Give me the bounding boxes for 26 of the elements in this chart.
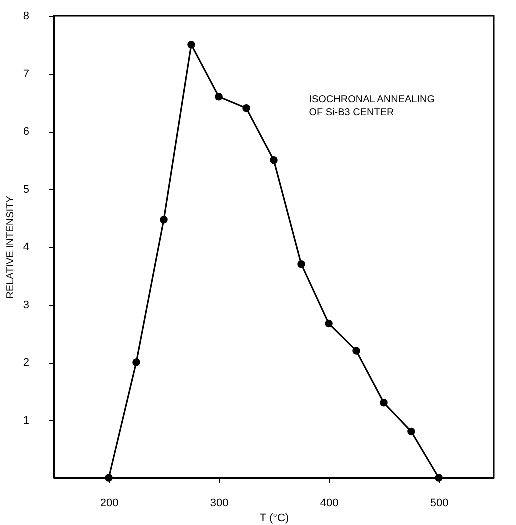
point (132, 358, 140, 366)
y-tick-label: 8 (23, 10, 30, 22)
y-tick-label: 7 (23, 68, 30, 80)
point (352, 347, 360, 355)
y-tick-label: 2 (23, 357, 30, 369)
x-tick-label: 300 (210, 498, 229, 510)
x-tick-label: 400 (320, 498, 339, 510)
x-axis-title: T (°C) (260, 512, 290, 524)
annotation: ISOCHRONAL ANNEALING OF Si-B3 CENTER (309, 94, 436, 119)
y-tick-label: 6 (23, 126, 30, 138)
point (242, 104, 250, 112)
point (188, 41, 196, 49)
x-tick-label: 200 (100, 498, 119, 510)
x-tick-label: 500 (430, 498, 449, 510)
y-tick-label: 4 (23, 242, 30, 254)
point (325, 320, 333, 328)
y-tick-label: 3 (23, 299, 30, 312)
y-axis-title: RELATIVE INTENSITY (5, 196, 16, 299)
point (160, 216, 168, 224)
point (380, 399, 388, 407)
point (270, 156, 278, 164)
y-tick-label: 1 (23, 414, 30, 427)
point (408, 428, 416, 436)
point (298, 260, 306, 268)
point (215, 92, 223, 101)
y-tick-label: 5 (23, 184, 30, 196)
